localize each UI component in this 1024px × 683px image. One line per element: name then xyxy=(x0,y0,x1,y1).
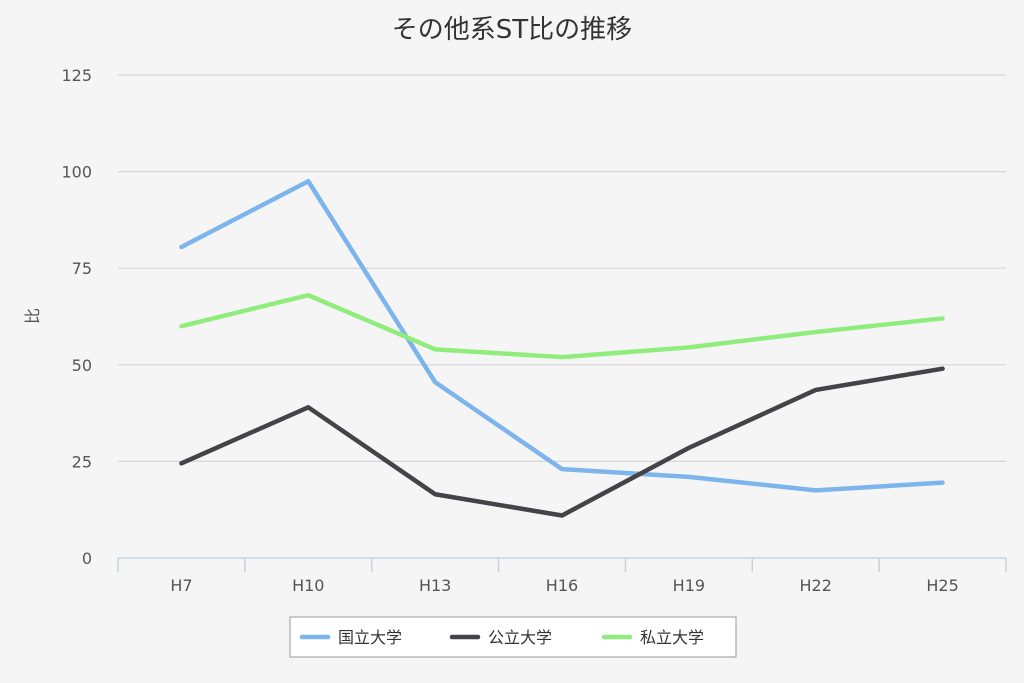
y-tick-label: 0 xyxy=(82,549,92,568)
x-tick-label: H22 xyxy=(800,576,832,595)
x-tick-label: H7 xyxy=(170,576,192,595)
series-line-0 xyxy=(179,179,945,493)
y-axis-ticks: 0 25 50 75 100 125 xyxy=(61,66,92,568)
y-tick-label: 100 xyxy=(61,163,92,182)
x-tick-label: H16 xyxy=(546,576,578,595)
series-lines xyxy=(179,179,945,518)
legend-label: 公立大学 xyxy=(488,628,552,647)
y-axis-title: 比 xyxy=(23,308,42,324)
chart-title: その他系ST比の推移 xyxy=(392,15,632,45)
legend-label: 国立大学 xyxy=(338,628,402,647)
x-tick-label: H10 xyxy=(292,576,324,595)
series-line-1 xyxy=(179,366,945,518)
legend-item[interactable]: 私立大学 xyxy=(601,628,704,647)
y-tick-label: 25 xyxy=(72,452,92,471)
x-tick-label: H25 xyxy=(926,576,958,595)
legend-item[interactable]: 国立大学 xyxy=(299,628,402,647)
x-axis-ticks: H7 H10 H13 H16 H19 H22 H25 xyxy=(117,558,1007,595)
x-tick-label: H19 xyxy=(673,576,705,595)
y-tick-label: 125 xyxy=(61,66,92,85)
x-tick-label: H13 xyxy=(419,576,451,595)
legend-box xyxy=(289,616,737,658)
grid-lines xyxy=(118,74,1006,462)
legend: 国立大学 公立大学 私立大学 xyxy=(289,616,737,658)
legend-label: 私立大学 xyxy=(640,628,704,647)
y-tick-label: 50 xyxy=(72,356,92,375)
series-line-2 xyxy=(179,292,945,360)
legend-item[interactable]: 公立大学 xyxy=(449,628,552,647)
y-tick-label: 75 xyxy=(72,259,92,278)
